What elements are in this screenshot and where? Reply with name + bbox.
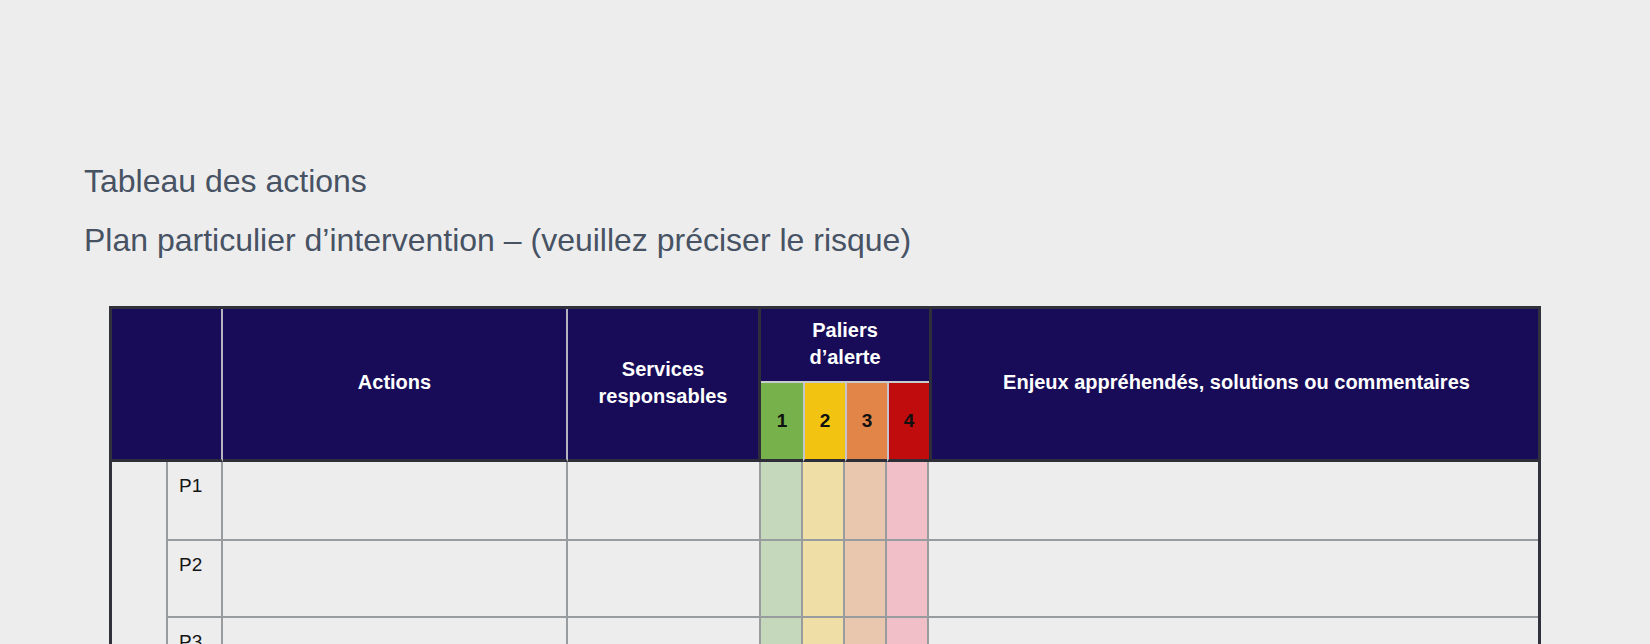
header-paliers-label: Paliers d’alerte [798,317,893,371]
cell-p1-level-3[interactable] [845,462,887,539]
cell-p3-level-2[interactable] [803,616,845,644]
cell-p2-enjeux[interactable] [929,539,1541,616]
cell-p2-actions[interactable] [223,539,568,616]
header-enjeux: Enjeux appréhendés, solutions ou comment… [929,306,1541,462]
cell-p3-enjeux[interactable] [929,616,1541,644]
cell-p1-level-4[interactable] [887,462,929,539]
cell-p3-actions[interactable] [223,616,568,644]
cell-p1-level-1[interactable] [761,462,803,539]
cell-p1-actions[interactable] [223,462,568,539]
phase-cell-preparation: Préparation [109,462,168,644]
header-actions: Actions [223,306,568,462]
cell-p1-enjeux[interactable] [929,462,1541,539]
cell-p1-services[interactable] [568,462,761,539]
cell-p3-level-3[interactable] [845,616,887,644]
cell-p3-level-1[interactable] [761,616,803,644]
cell-p2-level-3[interactable] [845,539,887,616]
header-paliers-alerte: Paliers d’alerte [761,306,929,381]
header-level-2: 2 [803,381,845,462]
cell-p3-services[interactable] [568,616,761,644]
row-label-p3: P3 [168,616,223,644]
cell-p3-level-4[interactable] [887,616,929,644]
row-label-p1: P1 [168,462,223,539]
header-services-label: Services responsables [588,356,738,410]
header-level-3: 3 [845,381,887,462]
actions-table: Actions Services responsables Paliers d’… [109,306,1541,644]
header-corner-cell [109,306,223,462]
cell-p1-level-2[interactable] [803,462,845,539]
cell-p2-level-1[interactable] [761,539,803,616]
header-level-4: 4 [887,381,929,462]
cell-p2-level-2[interactable] [803,539,845,616]
cell-p2-level-4[interactable] [887,539,929,616]
page-subtitle: Plan particulier d’intervention – (veuil… [84,221,911,259]
cell-p2-services[interactable] [568,539,761,616]
row-label-p2: P2 [168,539,223,616]
header-level-1: 1 [761,381,803,462]
page-title: Tableau des actions [84,162,367,200]
header-services-responsables: Services responsables [568,306,761,462]
